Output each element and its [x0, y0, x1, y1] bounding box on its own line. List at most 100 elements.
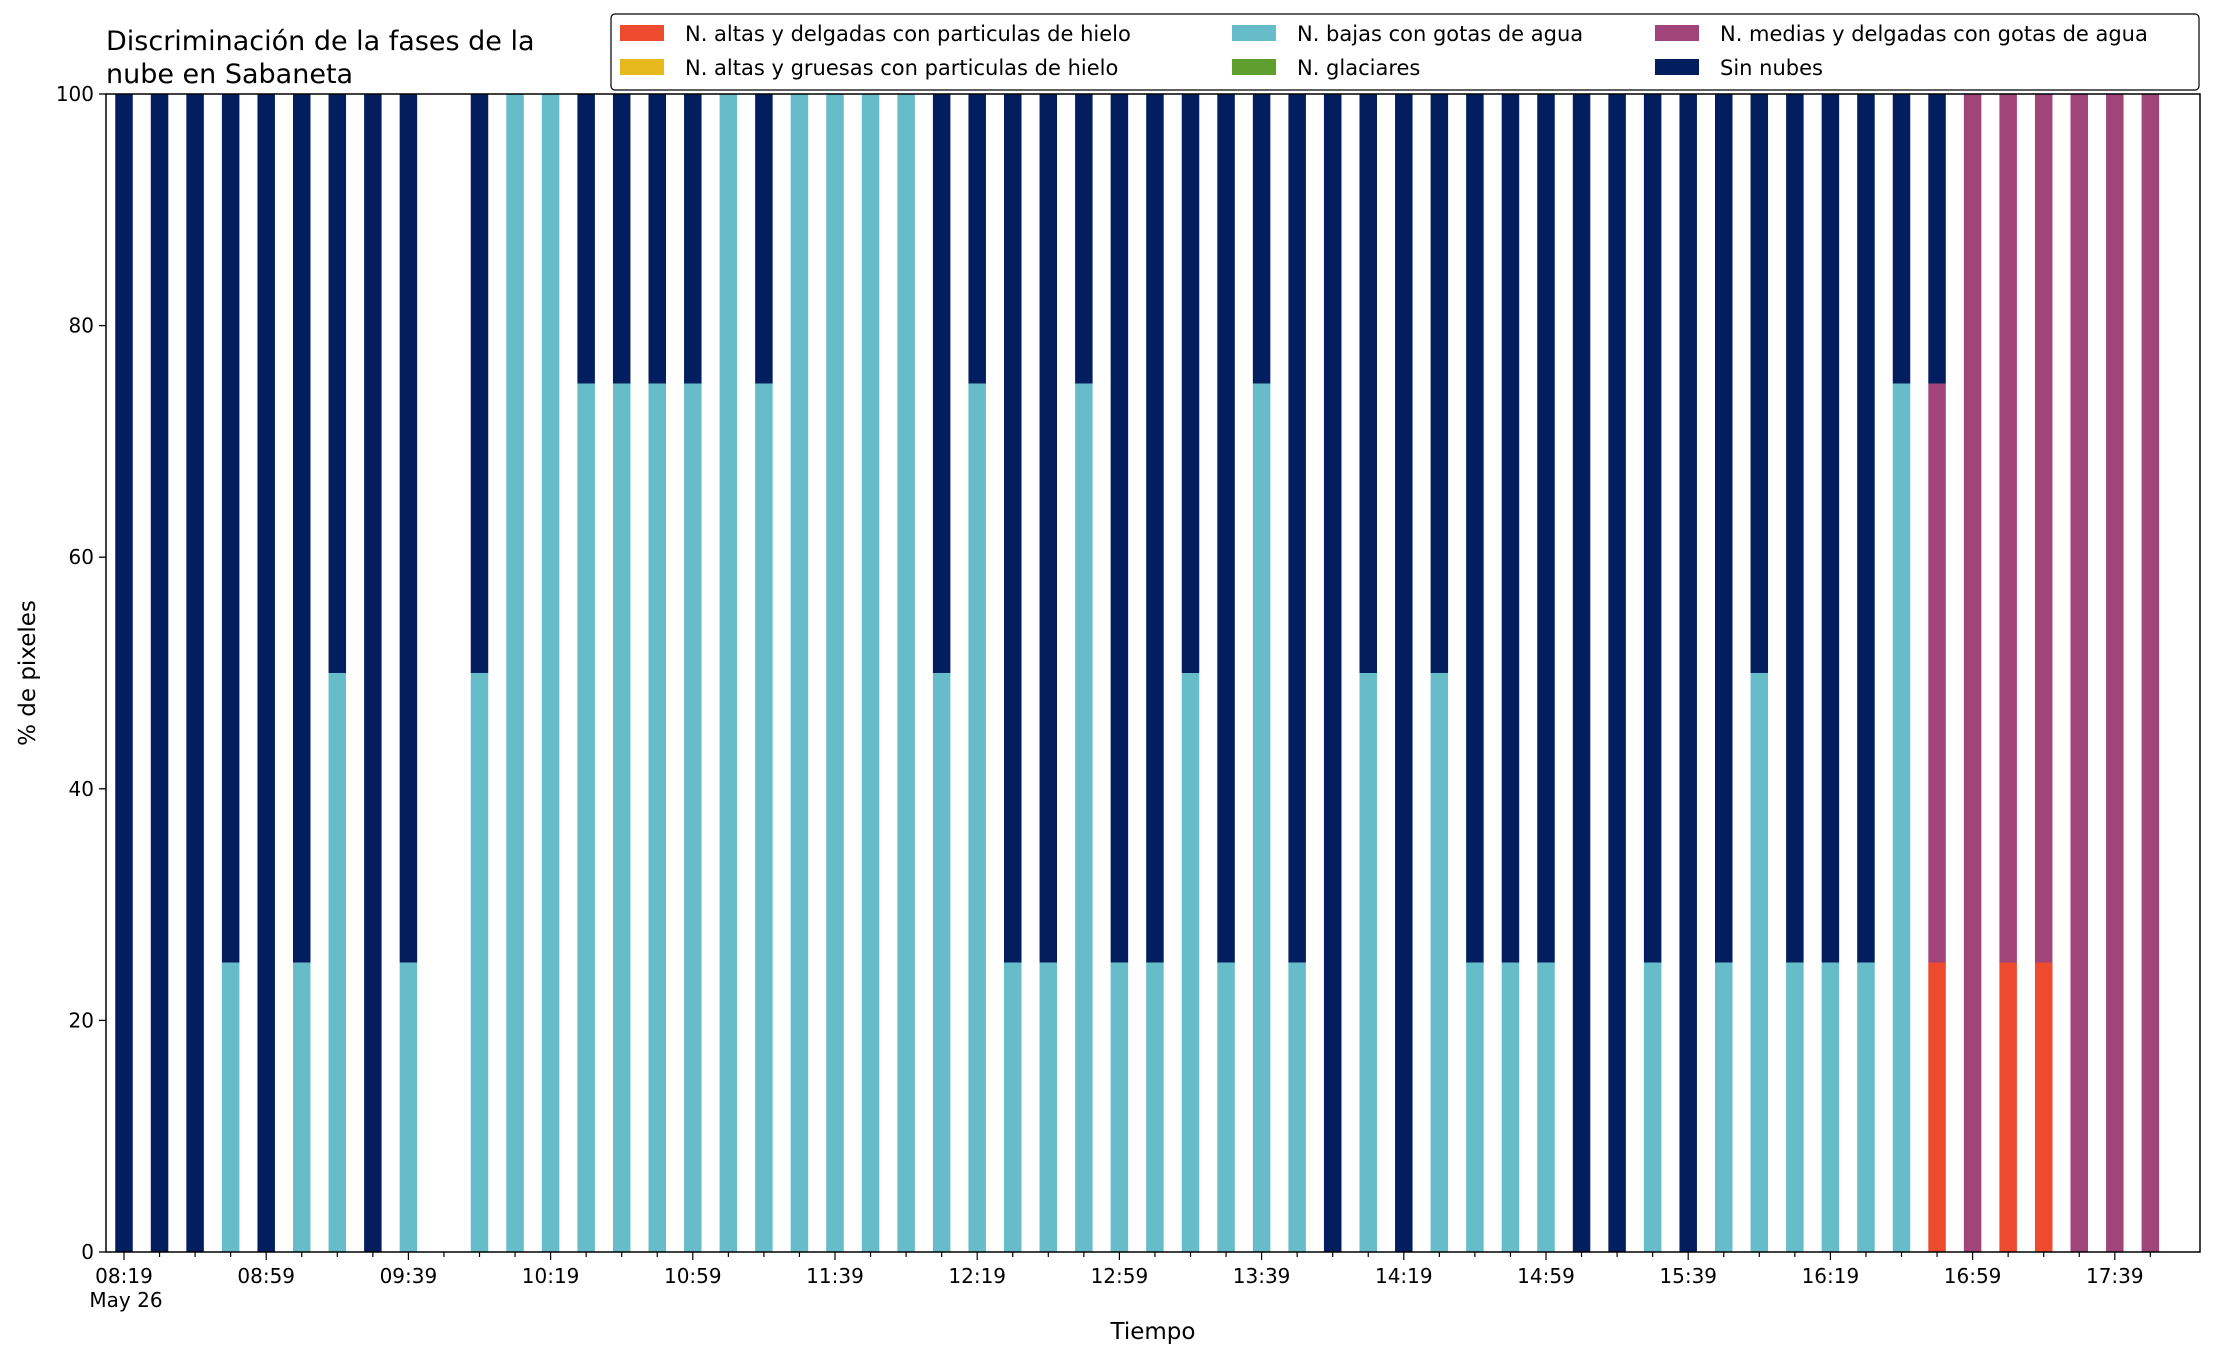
bar-segment-2-33 — [1288, 962, 1306, 1252]
bar-segment-5-3 — [221, 94, 240, 963]
bar-segment-2-16 — [684, 383, 702, 1252]
bar-segment-2-8 — [399, 962, 418, 1252]
bar-segment-2-11 — [506, 94, 524, 1252]
bar-segment-5-50 — [1892, 94, 1911, 384]
y-tick-label-3: 60 — [69, 545, 94, 569]
bar-segment-2-23 — [932, 673, 951, 1252]
bar-segment-2-25 — [1004, 962, 1022, 1252]
bar-segment-5-30 — [1181, 94, 1200, 673]
x-tick-label-11: 15:39 — [1659, 1264, 1717, 1288]
legend-swatch-4 — [1655, 25, 1699, 41]
bar-segment-2-17 — [719, 94, 738, 1252]
legend: N. altas y delgadas con particulas de hi… — [610, 13, 2200, 91]
y-axis: 0 20 40 60 80 100 — [56, 82, 106, 1264]
bar-segment-5-10 — [470, 94, 489, 673]
bar-segment-5-33 — [1288, 94, 1306, 963]
bar-segment-5-42 — [1608, 94, 1626, 1252]
x-tick-label-1: 08:59 — [237, 1264, 295, 1288]
bar-segment-2-3 — [221, 962, 240, 1252]
x-tick-label-0: 08:19 — [95, 1264, 153, 1288]
bar-segment-5-26 — [1039, 94, 1058, 963]
bar-segment-5-18 — [755, 94, 773, 384]
bar-segment-0-51 — [1928, 962, 1946, 1252]
bar-segment-4-54 — [2034, 94, 2053, 963]
bar-segment-0-54 — [2034, 962, 2053, 1252]
y-tick-label-0: 0 — [81, 1240, 94, 1264]
bar-segment-5-36 — [1395, 94, 1413, 1252]
x-axis-label: Tiempo — [1110, 1319, 1196, 1345]
bar-segment-5-25 — [1004, 94, 1022, 963]
bar-segment-2-40 — [1537, 962, 1555, 1252]
chart-title-line-2: nube en Sabaneta — [106, 59, 353, 90]
bars-group — [115, 94, 2160, 1252]
bar-segment-4-56 — [2106, 94, 2124, 1252]
bar-segment-5-8 — [399, 94, 418, 963]
bar-segment-2-49 — [1857, 962, 1875, 1252]
legend-label-1: N. altas y gruesas con particulas de hie… — [685, 56, 1118, 80]
x-tick-label-5: 11:39 — [806, 1264, 864, 1288]
bar-segment-5-1 — [150, 94, 169, 1252]
x-tick-label-9: 14:19 — [1375, 1264, 1433, 1288]
bar-segment-4-57 — [2141, 94, 2160, 1252]
bar-segment-5-49 — [1857, 94, 1875, 963]
y-tick-label-4: 80 — [69, 314, 94, 338]
legend-swatch-2 — [1232, 25, 1276, 41]
bar-segment-5-4 — [257, 94, 275, 1252]
bar-segment-5-44 — [1679, 94, 1697, 1252]
x-tick-label-12: 16:19 — [1802, 1264, 1860, 1288]
y-tick-label-5: 100 — [56, 82, 94, 106]
bar-segment-2-46 — [1750, 673, 1769, 1252]
bar-segment-5-14 — [612, 94, 631, 384]
bar-segment-2-48 — [1821, 962, 1840, 1252]
bar-segment-5-45 — [1715, 94, 1733, 963]
bar-segment-5-31 — [1217, 94, 1235, 963]
x-axis: 08:19 08:59 09:39 10:19 10:59 11:39 12:19 12:59… — [95, 1252, 2151, 1288]
plot-frame — [105, 93, 2201, 1253]
x-tick-label-3: 10:19 — [522, 1264, 580, 1288]
bar-segment-2-13 — [577, 383, 595, 1252]
bar-segment-5-38 — [1466, 94, 1484, 963]
bar-segment-2-30 — [1181, 673, 1200, 1252]
legend-swatch-3 — [1232, 59, 1276, 75]
bar-segment-2-19 — [790, 94, 809, 1252]
bar-segment-5-5 — [293, 94, 311, 963]
bar-segment-5-39 — [1501, 94, 1520, 963]
legend-label-2: N. bajas con gotas de agua — [1297, 22, 1583, 46]
bar-segment-5-27 — [1075, 94, 1093, 384]
x-tick-label-7: 12:59 — [1091, 1264, 1149, 1288]
legend-label-4: N. medias y delgadas con gotas de agua — [1720, 22, 2148, 46]
bar-segment-5-41 — [1572, 94, 1591, 1252]
bar-segment-2-28 — [1110, 962, 1129, 1252]
bar-segment-4-52 — [1963, 94, 1982, 1252]
chart-title-line-1: Discriminación de la fases de la — [106, 26, 535, 57]
bar-segment-2-6 — [328, 673, 347, 1252]
chart-title: Discriminación de la fases de la nube en… — [106, 26, 543, 90]
bar-segment-2-47 — [1786, 962, 1804, 1252]
bar-segment-2-43 — [1643, 962, 1662, 1252]
y-tick-label-1: 20 — [69, 1008, 94, 1032]
bar-segment-5-6 — [328, 94, 347, 673]
x-tick-label-14: 17:39 — [2086, 1264, 2144, 1288]
bar-segment-5-34 — [1323, 94, 1342, 1252]
y-axis-label: % de pixeles — [15, 600, 41, 746]
bar-segment-5-0 — [115, 94, 133, 1252]
bar-segment-2-14 — [612, 383, 631, 1252]
x-date-label: May 26 — [89, 1288, 162, 1312]
x-tick-label-2: 09:39 — [380, 1264, 438, 1288]
bar-segment-5-35 — [1359, 94, 1377, 673]
bar-segment-2-31 — [1217, 962, 1235, 1252]
bar-segment-2-45 — [1715, 962, 1733, 1252]
legend-swatch-5 — [1655, 59, 1699, 75]
bar-segment-2-37 — [1430, 673, 1449, 1252]
bar-segment-5-2 — [186, 94, 204, 1252]
bar-segment-5-40 — [1537, 94, 1555, 963]
bar-segment-2-5 — [293, 962, 311, 1252]
bar-segment-5-43 — [1643, 94, 1662, 963]
bar-segment-4-51 — [1928, 383, 1946, 963]
legend-label-5: Sin nubes — [1720, 56, 1823, 80]
bar-segment-5-7 — [364, 94, 382, 1252]
legend-swatch-0 — [620, 25, 664, 41]
bar-segment-0-53 — [1999, 962, 2017, 1252]
bar-segment-5-37 — [1430, 94, 1449, 673]
bar-segment-2-20 — [826, 94, 844, 1252]
